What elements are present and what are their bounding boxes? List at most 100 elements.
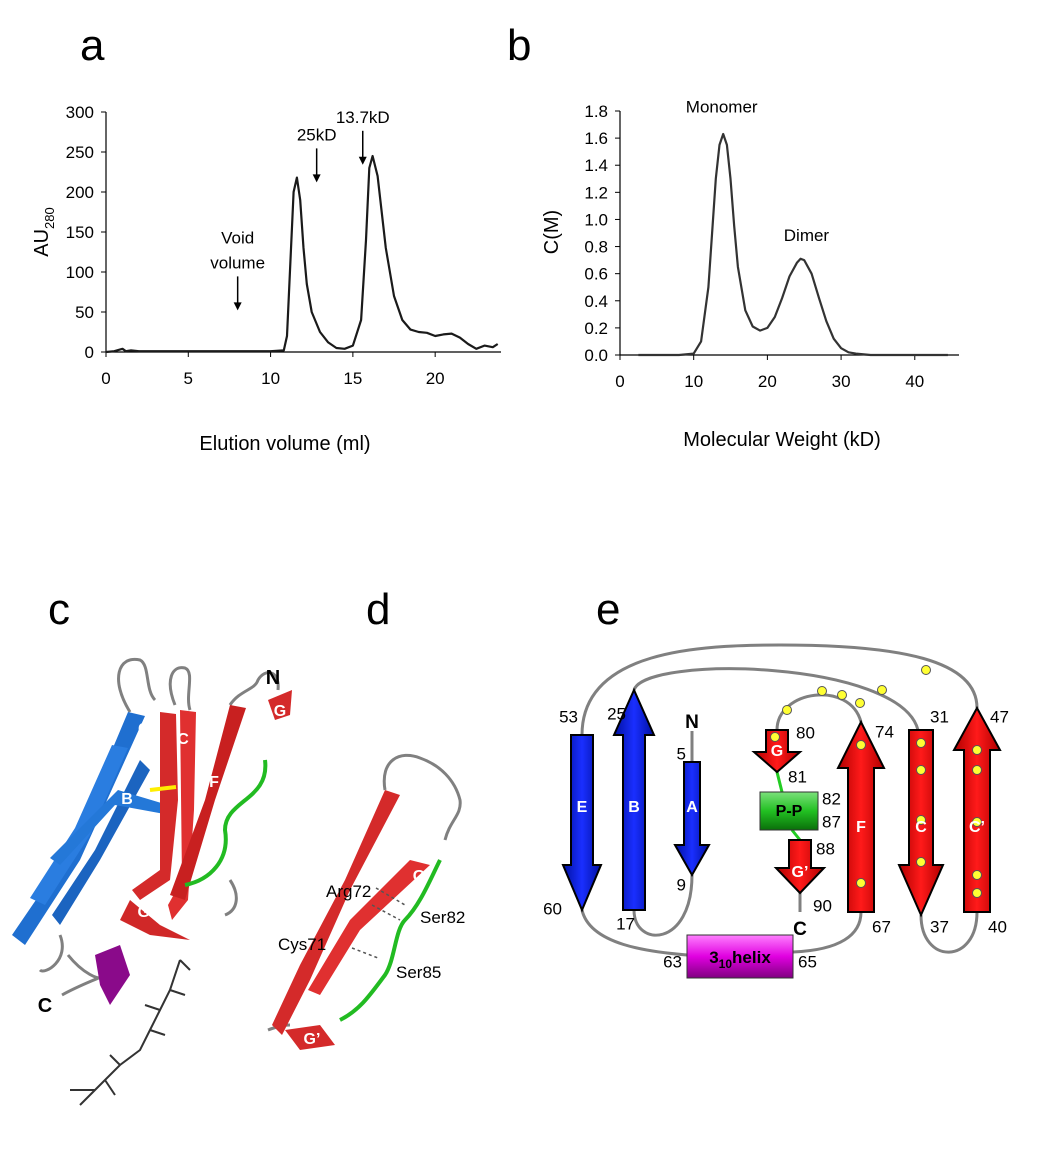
strand-label: E [81,767,92,784]
x-tick-label: 20 [758,372,777,391]
strand-label: A [144,815,156,832]
panel-label: a [80,21,105,70]
residue-number: 40 [988,917,1007,936]
strand-label: F [856,819,866,836]
x-tick-label: 15 [343,369,362,388]
y-tick-label: 1.4 [584,156,608,175]
residue-number: 9 [677,875,686,894]
strand-label: G [413,868,425,885]
residue-label: Cys71 [278,935,326,954]
residue-label: Ser85 [396,963,441,982]
x-tick-label: 40 [905,372,924,391]
residue-number: 82 [822,789,841,808]
annotation: Dimer [784,226,830,245]
annotation: 25kD [297,125,337,144]
y-axis-label: AU280 [31,207,57,257]
y-tick-label: 1.2 [584,183,608,202]
annotation-arrowhead [312,174,321,183]
annotation: volume [210,253,265,272]
y-tick-label: 0.2 [584,319,608,338]
protein-cartoon-c: c E C’ C B F A G’ G N C [12,585,292,1106]
strand-label: B [121,791,133,808]
residue-number: 67 [872,917,891,936]
residue-number: 31 [930,707,949,726]
residue-number: 17 [616,914,635,933]
y-tick-label: 0.8 [584,238,608,257]
strand-label: G’ [304,1031,321,1048]
polyproline-label: P-P [776,803,803,820]
strand-label: F [313,1003,323,1020]
residue-number: 47 [990,707,1009,726]
annotation-arrowhead [358,156,367,165]
strand-label: C’ [969,819,985,836]
strand-label: C [915,819,927,836]
y-tick-label: 0.4 [584,292,608,311]
strand-label: C [177,731,189,748]
helix-label-suffix: helix [732,948,771,967]
y-tick-label: 0 [85,343,94,362]
y-tick-label: 50 [75,303,94,322]
residue-number: 5 [677,744,686,763]
strand-label: B [628,799,640,816]
residue-number: 37 [930,917,949,936]
y-axis-label-subscript: 280 [42,207,57,229]
protein-cartoon-d: d Arg72 Cys71 Ser82 Ser85 G F G’ [267,585,465,1050]
panel-label: d [366,585,390,634]
strand-label: G’ [792,864,809,881]
y-tick-label: 200 [66,183,94,202]
y-tick-label: 300 [66,103,94,122]
terminus-label: C [38,995,52,1017]
terminus-label: C [793,919,807,940]
terminus-label: N [685,712,699,733]
data-line [638,132,948,357]
annotation: Void [221,228,254,247]
helix-label-text: 3 [709,948,718,967]
annotation: 13.7kD [336,108,390,127]
residue-number: 90 [813,896,832,915]
residue-number: 80 [796,723,815,742]
residue-label: Arg72 [326,882,371,901]
x-axis-label: Molecular Weight (kD) [683,429,880,451]
residue-number: 25 [607,704,626,723]
topology-diagram: e E B A G G’ F C C [543,585,1009,979]
residue-number: 74 [875,722,894,741]
terminus-label: N [266,667,280,689]
residue-number: 88 [816,839,835,858]
x-tick-label: 5 [184,369,193,388]
annotation: Monomer [686,97,758,116]
panel-label: e [596,585,620,634]
y-tick-label: 1.8 [584,102,608,121]
y-tick-label: 150 [66,223,94,242]
x-tick-label: 0 [101,369,110,388]
residue-number: 60 [543,899,562,918]
x-tick-label: 0 [615,372,624,391]
x-axis-label: Elution volume (ml) [199,433,370,455]
annotation-arrowhead [233,302,242,311]
y-tick-label: 250 [66,143,94,162]
y-axis-label-text: AU [31,229,53,257]
residue-number: 53 [559,707,578,726]
data-line [105,154,499,354]
y-tick-label: 100 [66,263,94,282]
helix-label: 310helix [709,948,771,971]
panel-label: c [48,585,70,634]
y-tick-label: 0.0 [584,346,608,365]
x-tick-label: 10 [261,369,280,388]
y-tick-label: 1.0 [584,210,608,229]
strand-label: C’ [138,721,154,738]
strand-label: G’ [138,904,155,921]
strand-label: G [771,743,783,760]
x-tick-label: 30 [832,372,851,391]
residue-number: 81 [788,767,807,786]
strand-label: E [577,799,588,816]
panel-label: b [507,21,531,70]
y-tick-label: 1.6 [584,129,608,148]
residue-number: 63 [663,952,682,971]
y-axis-label: C(M) [541,210,563,254]
strand-label: F [209,774,219,791]
y-tick-label: 0.6 [584,265,608,284]
x-tick-label: 20 [426,369,445,388]
x-tick-label: 10 [684,372,703,391]
strand-label: G [274,703,286,720]
